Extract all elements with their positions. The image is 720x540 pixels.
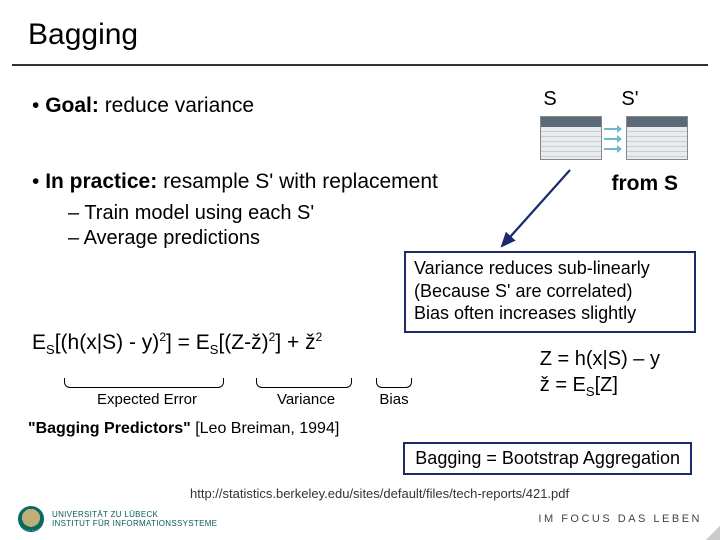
sub-train: Train model using each S' bbox=[68, 202, 688, 225]
practice-rest: resample S' with replacement bbox=[157, 170, 438, 193]
label-variance: Variance bbox=[266, 391, 346, 408]
bagging-definition-box: Bagging = Bootstrap Aggregation bbox=[403, 442, 692, 475]
f-lhs-E: E bbox=[32, 331, 46, 354]
zdef2-b: [Z] bbox=[595, 374, 618, 396]
goal-rest: reduce variance bbox=[99, 94, 254, 117]
brace-bias bbox=[376, 378, 412, 388]
page-corner-icon bbox=[706, 526, 720, 540]
label-bias: Bias bbox=[364, 391, 424, 408]
label-expected: Expected Error bbox=[87, 391, 207, 408]
callout-line2: (Because S' are correlated) bbox=[414, 280, 686, 303]
footer-left: UNIVERSITÄT ZU LÜBECK INSTITUT FÜR INFOR… bbox=[18, 506, 217, 532]
f-lhs-body: [(h(x|S) - y) bbox=[55, 331, 160, 354]
f-mid-sup2: 2 bbox=[316, 330, 323, 344]
f-mid-body: [(Z-ž) bbox=[218, 331, 268, 354]
variance-callout: Variance reduces sub-linearly (Because S… bbox=[404, 251, 696, 333]
mini-table-s bbox=[540, 116, 602, 160]
s-sp-labels: SS' bbox=[510, 88, 670, 111]
cite-rest: [Leo Breiman, 1994] bbox=[191, 420, 340, 437]
slide-title: Bagging bbox=[28, 18, 692, 52]
bullet-practice: In practice: resample S' with replacemen… bbox=[32, 170, 688, 194]
callout-line1: Variance reduces sub-linearly bbox=[414, 257, 686, 280]
f-lhs-post: ] = bbox=[166, 331, 196, 354]
f-mid-E: E bbox=[196, 331, 210, 354]
zdef2-sub: S bbox=[586, 384, 595, 399]
cite-bold: "Bagging Predictors" bbox=[28, 420, 191, 437]
zdef-line1: Z = h(x|S) – y bbox=[540, 346, 660, 372]
zdef2-a: ž = E bbox=[540, 374, 586, 396]
label-s: S bbox=[510, 88, 590, 111]
sub-average: Average predictions bbox=[68, 227, 688, 250]
mini-table-sp bbox=[626, 116, 688, 160]
f-lhs-sub: S bbox=[46, 342, 55, 357]
zdef-line2: ž = ES[Z] bbox=[540, 372, 660, 401]
from-s-label: from S bbox=[611, 172, 678, 196]
label-sp: S' bbox=[590, 88, 670, 111]
callout-line3: Bias often increases slightly bbox=[414, 302, 686, 325]
practice-bold: In practice: bbox=[45, 170, 157, 193]
f-mid-post: ] + ž bbox=[275, 331, 315, 354]
resample-arrows-icon bbox=[604, 124, 622, 154]
goal-bold: Goal: bbox=[45, 94, 99, 117]
citation: "Bagging Predictors" [Leo Breiman, 1994] bbox=[28, 420, 339, 438]
footer-uni-line1: UNIVERSITÄT ZU LÜBECK bbox=[52, 510, 217, 519]
brace-expected bbox=[64, 378, 224, 388]
f-lhs-sup: 2 bbox=[159, 330, 166, 344]
reference-url: http://statistics.berkeley.edu/sites/def… bbox=[190, 486, 569, 501]
z-definitions: Z = h(x|S) – y ž = ES[Z] bbox=[540, 346, 660, 401]
footer-right: IM FOCUS DAS LEBEN bbox=[538, 513, 702, 525]
footer: UNIVERSITÄT ZU LÜBECK INSTITUT FÜR INFOR… bbox=[0, 504, 720, 540]
brace-variance bbox=[256, 378, 352, 388]
university-seal-icon bbox=[18, 506, 44, 532]
footer-uni-line2: INSTITUT FÜR INFORMATIONSSYSTEME bbox=[52, 519, 217, 528]
